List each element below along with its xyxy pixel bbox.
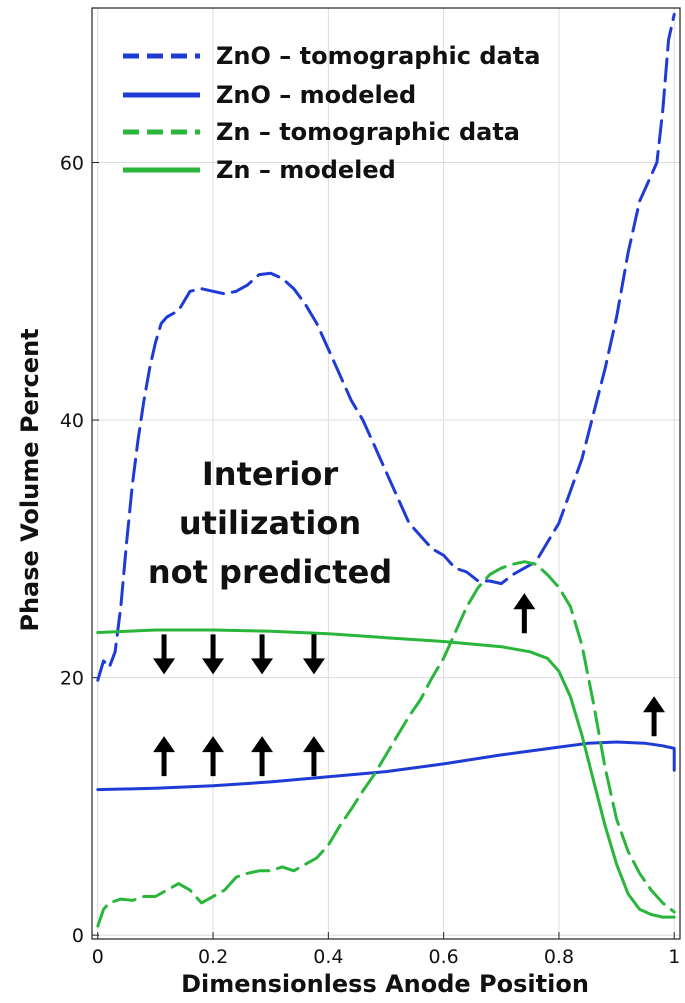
series-line-zn-modeled [96, 628, 676, 919]
x-tick-label: 0.6 [429, 946, 459, 968]
down-arrow-icon [251, 634, 274, 675]
x-axis-label: Dimensionless Anode Position [181, 970, 589, 998]
series-line-zno-tomographic [96, 12, 676, 682]
legend-label-zno-modeled: ZnO – modeled [216, 81, 416, 109]
up-arrow-icon [643, 696, 666, 737]
x-tick-label: 1 [668, 946, 680, 968]
axis-ticks: 0 0.2 0.4 0.6 0.8 1 0 20 40 60 [60, 153, 680, 968]
y-tick-label: 40 [60, 410, 84, 432]
down-arrow-icon [202, 634, 225, 675]
x-tick-label: 0 [92, 946, 104, 968]
down-arrow-icon [302, 634, 325, 675]
legend-label-zn-modeled: Zn – modeled [216, 156, 396, 184]
up-arrow-icon [302, 736, 325, 777]
series-layer [96, 12, 676, 928]
up-arrow-icon [251, 736, 274, 777]
x-tick-label: 0.2 [198, 946, 228, 968]
grid [92, 8, 680, 939]
legend-label-zn-tomographic: Zn – tomographic data [216, 118, 520, 146]
up-arrow-icon [513, 593, 536, 634]
y-tick-label: 60 [60, 153, 84, 175]
plot-frame [91, 7, 681, 940]
annotation-line-3: not predicted [148, 553, 392, 591]
annotation-layer: Interior utilization not predicted [148, 455, 666, 777]
y-tick-label: 0 [72, 925, 84, 947]
annotation-line-1: Interior [202, 455, 338, 493]
legend-label-zno-tomographic: ZnO – tomographic data [216, 42, 540, 70]
annotation-line-2: utilization [179, 504, 361, 542]
series-line-zn-tomographic [96, 560, 676, 928]
y-tick-label: 20 [60, 668, 84, 690]
up-arrow-icon [202, 736, 225, 777]
x-tick-label: 0.4 [313, 946, 343, 968]
down-arrow-icon [153, 634, 176, 675]
y-axis-label: Phase Volume Percent [16, 328, 44, 631]
up-arrow-icon [153, 736, 176, 777]
legend: ZnO – tomographic data ZnO – modeled Zn … [123, 42, 540, 184]
series-line-zno-modeled [96, 740, 676, 792]
x-tick-label: 0.8 [544, 946, 574, 968]
